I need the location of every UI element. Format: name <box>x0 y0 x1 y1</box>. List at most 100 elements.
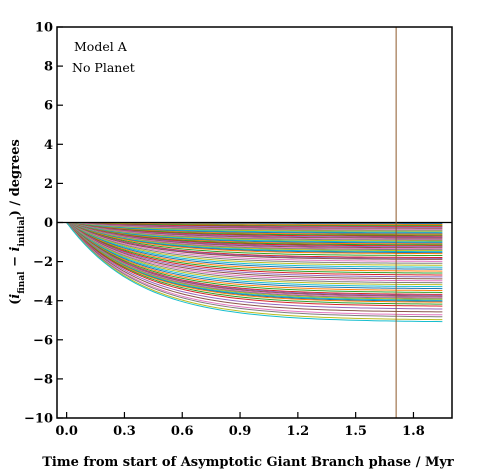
x-tick-label: 1.8 <box>402 424 425 439</box>
y-title-open-paren: ( <box>8 299 23 305</box>
x-tick-label: 1.5 <box>344 424 367 439</box>
series-line <box>66 222 443 257</box>
series-line <box>66 222 443 255</box>
series-line <box>66 222 443 249</box>
series-line <box>66 222 443 239</box>
series-line <box>66 222 443 284</box>
series-line <box>66 222 443 278</box>
series-line <box>66 222 443 305</box>
y-title-i-final: i <box>8 294 23 299</box>
series-line <box>66 222 443 300</box>
series-line <box>66 222 443 241</box>
y-tick-label: 4 <box>44 138 53 153</box>
series-line <box>66 222 443 230</box>
x-tick-label: 0.9 <box>229 424 252 439</box>
series-line <box>66 222 443 274</box>
series-line <box>66 222 443 301</box>
annotation-planet: No Planet <box>72 60 135 75</box>
x-axis-ticks: 0.0 0.3 0.6 0.9 1.2 1.5 1.8 <box>55 412 425 439</box>
x-axis-title: Time from start of Asymptotic Giant Bran… <box>42 455 454 469</box>
series-line <box>66 222 443 286</box>
series-line <box>66 222 443 292</box>
y-tick-label: 10 <box>35 21 53 36</box>
x-tick-label: 0.6 <box>171 424 194 439</box>
y-tick-label: −4 <box>33 294 53 309</box>
series-line <box>66 222 443 318</box>
series-line <box>66 222 443 236</box>
series-line <box>66 222 443 229</box>
series-line <box>66 222 443 298</box>
series-line <box>66 222 443 245</box>
series-line <box>66 222 443 248</box>
series-line <box>66 222 443 272</box>
series-line <box>66 222 443 258</box>
series-line <box>66 222 443 276</box>
series-line <box>66 222 443 247</box>
y-tick-label: 2 <box>44 177 53 192</box>
series-line <box>66 222 443 270</box>
annotation-model: Model A <box>74 39 128 54</box>
series-line <box>66 222 443 282</box>
y-tick-label: 8 <box>44 60 53 75</box>
series-line <box>66 222 443 253</box>
series-line <box>66 222 443 313</box>
series-line <box>66 222 443 264</box>
series-line <box>66 222 443 307</box>
y-axis-ticks: 10 8 6 4 2 0 −2 −4 −6 −8 −10 <box>24 21 63 427</box>
series-line <box>66 222 443 299</box>
y-title-sub-initial: initial <box>17 216 27 247</box>
x-tick-label: 1.2 <box>287 424 310 439</box>
series-line <box>66 222 443 250</box>
y-tick-label: 0 <box>44 216 53 231</box>
series-line <box>66 222 443 226</box>
x-tick-label: 0.0 <box>55 424 78 439</box>
series-line <box>66 222 443 233</box>
y-tick-label: −10 <box>24 412 53 427</box>
series-line <box>66 222 443 240</box>
y-title-sub-final: final <box>17 271 27 294</box>
series-line <box>66 222 443 227</box>
series-line <box>66 222 443 323</box>
series-line <box>66 222 443 242</box>
series-line <box>66 222 443 310</box>
series-line <box>66 222 443 293</box>
series-line <box>66 222 443 231</box>
series-line <box>66 222 443 266</box>
series-line <box>66 222 443 288</box>
y-tick-label: −2 <box>33 255 53 270</box>
series-line <box>66 222 443 303</box>
series-line <box>66 222 443 262</box>
series-line <box>66 222 443 260</box>
series-line <box>66 222 443 238</box>
series-curves <box>66 222 443 323</box>
series-line <box>66 222 443 244</box>
y-axis-title: (ifinal − iinitial) / degrees <box>8 139 27 305</box>
series-line <box>66 222 443 235</box>
series-line <box>66 222 443 237</box>
series-line <box>66 222 443 290</box>
series-line <box>66 222 443 316</box>
series-line <box>66 222 443 251</box>
y-title-minus: − <box>8 251 23 271</box>
y-title-i-initial: i <box>8 246 23 251</box>
series-line <box>66 222 443 295</box>
series-line <box>66 222 443 259</box>
series-line <box>66 222 443 225</box>
series-line <box>66 222 443 252</box>
y-tick-label: −6 <box>33 333 53 348</box>
series-line <box>66 222 443 254</box>
y-title-suffix: ) / degrees <box>8 139 23 216</box>
y-tick-label: −8 <box>33 372 53 387</box>
series-line <box>66 222 443 228</box>
x-tick-label: 0.3 <box>113 424 136 439</box>
series-line <box>66 222 443 297</box>
series-line <box>66 222 443 280</box>
series-line <box>66 222 443 234</box>
series-line <box>66 222 443 246</box>
series-line <box>66 222 443 302</box>
series-line <box>66 222 443 268</box>
series-line <box>66 222 443 321</box>
series-line <box>66 222 443 243</box>
series-line <box>66 222 443 232</box>
